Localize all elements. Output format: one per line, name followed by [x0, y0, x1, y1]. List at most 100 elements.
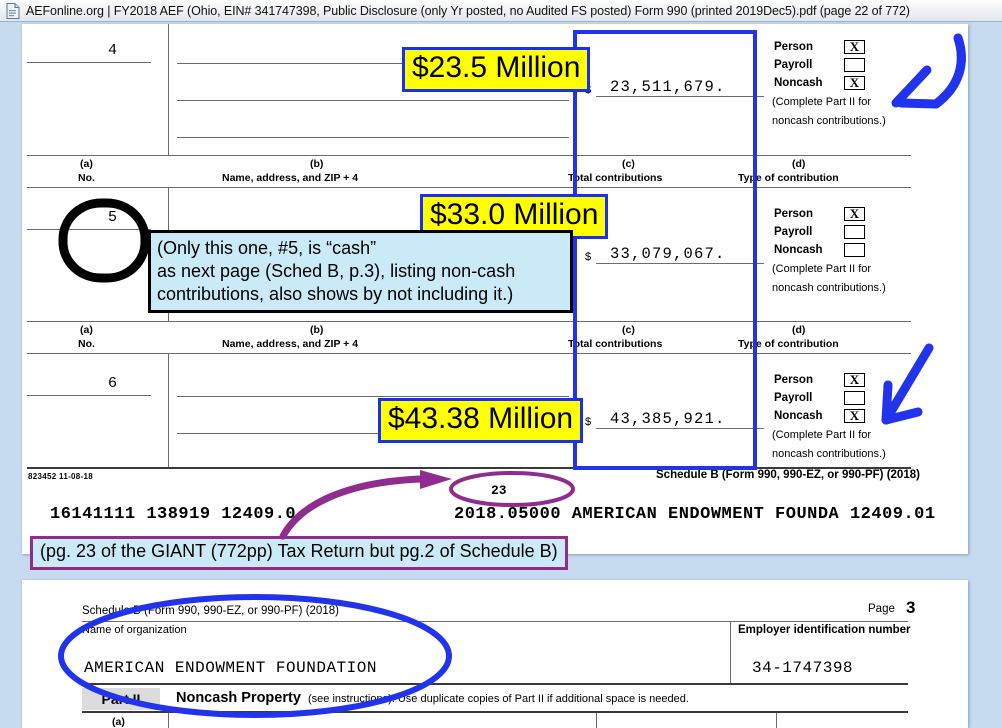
amount-underline: [596, 428, 764, 429]
form-code: 823452 11-08-18: [28, 472, 93, 481]
complete-part2-note: noncash contributions.): [772, 448, 886, 460]
row-line: [177, 137, 569, 138]
page-number-explanation-note: (pg. 23 of the GIANT (772pp) Tax Return …: [30, 536, 568, 570]
row-line: [27, 229, 151, 230]
section-rule: [27, 353, 911, 354]
col-a-header: No.: [78, 172, 95, 184]
col-b-header: Name, address, and ZIP + 4: [222, 338, 359, 350]
part-title: Noncash Property: [176, 690, 301, 706]
col-c-header: (c): [622, 158, 635, 170]
row-line: [177, 100, 569, 101]
row-line: [27, 395, 151, 396]
total-contribution-amount: 43,385,921.: [610, 410, 726, 428]
page-label: Page: [868, 603, 895, 615]
section-rule: [27, 187, 911, 188]
complete-part2-note: noncash contributions.): [772, 282, 886, 294]
checkbox-noncash[interactable]: X: [844, 409, 865, 423]
column-divider: [168, 354, 169, 467]
section-rule: [82, 621, 908, 622]
total-contribution-amount: 23,511,679.: [610, 78, 726, 96]
bottom-right-code: 2018.05000 AMERICAN ENDOWMENT FOUNDA 124…: [454, 505, 936, 524]
blue-ellipse-org-header: [58, 594, 452, 718]
purple-ellipse-page-number: [449, 471, 575, 507]
page-value: 3: [906, 598, 916, 617]
col-a-header: (a): [80, 324, 93, 336]
type-noncash-label: Noncash: [774, 77, 823, 89]
note-line-2: as next page (Sched B, p.3), listing non…: [157, 261, 516, 282]
checkbox-person[interactable]: X: [844, 40, 865, 54]
curved-arrow-down-left-icon: [891, 33, 966, 109]
section-rule: [82, 683, 908, 685]
checkbox-payroll[interactable]: [844, 58, 865, 72]
col-c-header: Total contributions: [568, 172, 663, 184]
complete-part2-note: (Complete Part II for: [772, 263, 872, 275]
col-b-header: (b): [310, 158, 324, 170]
section-rule: [27, 155, 911, 156]
type-person-label: Person: [774, 208, 813, 220]
col-b-header: (b): [310, 324, 324, 336]
column-divider: [776, 713, 777, 728]
ein-value: 34-1747398: [752, 659, 854, 677]
col-d-header: (d): [792, 324, 806, 336]
checkbox-payroll[interactable]: [844, 391, 865, 405]
row-line: [177, 433, 569, 434]
highlight-row-5-amount: $33.0 Million: [420, 194, 609, 239]
row-line: [177, 63, 569, 64]
column-divider: [596, 713, 597, 728]
section-rule: [27, 467, 911, 469]
type-payroll-label: Payroll: [774, 392, 813, 404]
col-c-header: (c): [622, 324, 635, 336]
checkbox-person[interactable]: X: [844, 373, 865, 387]
col-a-header: No.: [78, 338, 95, 350]
page-number: 23: [491, 483, 507, 498]
complete-part2-note: (Complete Part II for: [772, 96, 872, 108]
amount-underline: [596, 96, 764, 97]
column-divider: [168, 24, 169, 156]
type-person-label: Person: [774, 374, 813, 386]
amount-underline: [596, 263, 764, 264]
dollar-sign: $: [585, 251, 592, 263]
ein-label: Employer identification number: [738, 624, 911, 636]
checkbox-person[interactable]: X: [844, 207, 865, 221]
highlight-row-4-amount: $23.5 Million: [402, 47, 591, 92]
section-rule: [82, 711, 908, 713]
dollar-sign: $: [585, 416, 592, 428]
checkbox-payroll[interactable]: [844, 225, 865, 239]
bottom-left-code: 16141111 138919 12409.0: [50, 505, 297, 524]
curved-arrow-to-page-number: [279, 470, 452, 540]
type-payroll-label: Payroll: [774, 59, 813, 71]
schedule-footer-text: Schedule B (Form 990, 990-EZ, or 990-PF)…: [656, 469, 920, 481]
col-d-header: (d): [792, 158, 806, 170]
circle-highlight-row-5: [58, 198, 150, 283]
highlight-row-6-amount: $43.38 Million: [378, 398, 584, 443]
row-line: [177, 396, 569, 397]
col-b-header: Name, address, and ZIP + 4: [222, 172, 359, 184]
window-title-text: AEFonline.org | FY2018 AEF (Ohio, EIN# 3…: [26, 3, 910, 18]
checkbox-noncash[interactable]: [844, 243, 865, 257]
row-number: 6: [108, 375, 118, 392]
type-noncash-label: Noncash: [774, 244, 823, 256]
row-line: [27, 62, 151, 63]
organization-name: AMERICAN ENDOWMENT FOUNDATION: [84, 659, 377, 677]
blue-rectangle-total-contributions: [573, 30, 757, 470]
col-a-header: (a): [112, 716, 125, 728]
cash-explanation-note: (Only this one, #5, is “cash” as next pa…: [148, 230, 573, 314]
total-contribution-amount: 33,079,067.: [610, 245, 726, 263]
note-line-1: (Only this one, #5, is “cash”: [157, 238, 377, 258]
pdf-document-icon: [6, 2, 20, 19]
complete-part2-note: (Complete Part II for: [772, 429, 872, 441]
column-divider: [730, 621, 731, 683]
pdf-page-23: Schedule B (Form 990, 990-EZ, or 990-PF)…: [22, 580, 968, 728]
col-d-header: Type of contribution: [738, 172, 839, 184]
col-a-header: (a): [80, 158, 93, 170]
name-of-organization-label: Name of organization: [82, 624, 187, 636]
checkbox-noncash[interactable]: X: [844, 76, 865, 90]
type-person-label: Person: [774, 41, 813, 53]
col-c-header: Total contributions: [568, 338, 663, 350]
col-d-header: Type of contribution: [738, 338, 839, 350]
column-divider: [168, 713, 169, 728]
arrow-down-left-icon: [881, 343, 934, 425]
row-number: 5: [108, 209, 118, 226]
row-number: 4: [108, 42, 118, 59]
